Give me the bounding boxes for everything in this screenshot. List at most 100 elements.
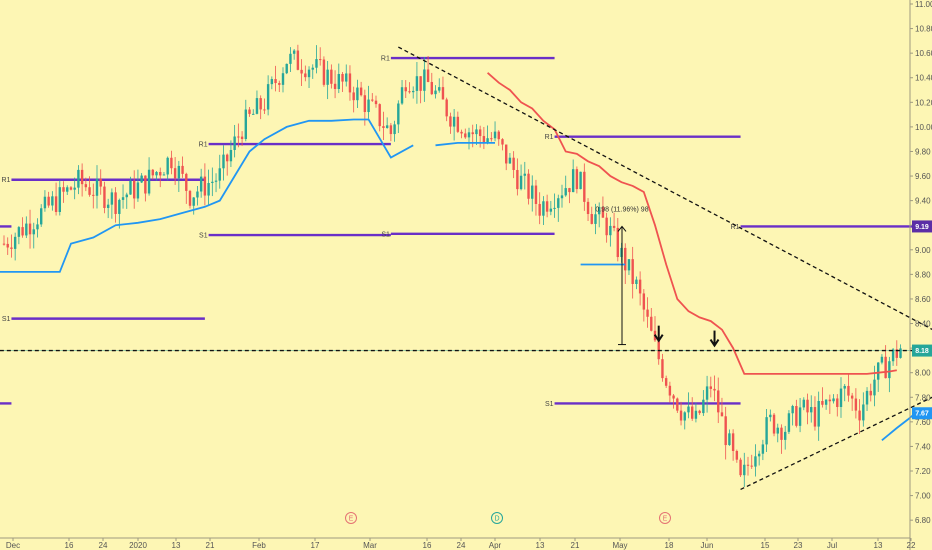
candle-body (739, 459, 742, 476)
candle-body (661, 359, 664, 379)
candle-body (341, 73, 344, 82)
candle-body (404, 87, 407, 92)
candle-body (47, 196, 50, 206)
candle-body (891, 349, 895, 362)
x-tick-label: 2020 (129, 541, 147, 550)
candle-body (501, 139, 504, 145)
candle-body (441, 87, 445, 100)
pivot-label: R1 (199, 142, 208, 149)
candle-body (315, 59, 318, 68)
candle-body (560, 195, 564, 199)
candle-body (438, 87, 441, 91)
measure-annotation: 0.98 (11.96%) 98 (595, 206, 649, 346)
candle-body (683, 412, 686, 421)
candle-body (638, 279, 642, 294)
candle-body (419, 76, 422, 91)
y-tick-label: 9.00 (915, 246, 931, 255)
price-badge-label: 9.19 (915, 224, 929, 231)
candle-body (51, 196, 54, 206)
y-tick-label: 10.00 (915, 123, 932, 132)
candle-body (199, 176, 203, 192)
candle-body (858, 410, 861, 421)
candle-body (802, 399, 805, 408)
candle-body (568, 188, 571, 193)
x-tick-label: 13 (172, 541, 181, 550)
pivot-levels: R1 S1 R1 S1 R1 S1 R1 S1 R1 (0, 56, 916, 408)
candle-body (95, 178, 99, 196)
candle-body (769, 414, 772, 418)
candle-body (58, 187, 61, 213)
candle-body (545, 201, 549, 212)
candle-body (497, 131, 500, 140)
candle-body (255, 98, 259, 114)
candle-body (129, 180, 132, 195)
candle-body (40, 208, 43, 225)
x-tick-label: 17 (311, 541, 320, 550)
x-tick-label: Dec (6, 541, 20, 550)
pivot-label: S1 (199, 233, 208, 240)
candle-body (330, 69, 333, 84)
candle-body (17, 227, 21, 237)
candle-body (203, 176, 207, 196)
candle-body (155, 171, 158, 176)
candle-body (43, 196, 47, 209)
blue-stop-line (0, 118, 414, 273)
candle-body (493, 131, 497, 139)
candle-body (772, 414, 776, 434)
candle-body (527, 173, 530, 199)
y-tick-label: 6.80 (915, 516, 931, 525)
candle-body (850, 395, 854, 399)
candle-body (319, 59, 322, 61)
candle-body (516, 169, 519, 190)
candle-body (233, 136, 236, 150)
candle-body (571, 169, 575, 193)
candle-body (798, 407, 802, 426)
candle-body (99, 178, 102, 187)
candle-body (627, 259, 631, 271)
candle-body (676, 398, 679, 411)
candle-body (434, 90, 437, 95)
candle-body (385, 125, 389, 128)
candle-body (888, 361, 891, 379)
candle-body (266, 84, 270, 110)
candle-body (787, 413, 791, 432)
candle-body (240, 136, 244, 140)
candle-body (181, 165, 184, 174)
x-axis[interactable]: Dec 16 24 2020 13 21 Feb 17 Mar 16 24 Apr 13 21 May 18 J… (0, 537, 916, 550)
candle-body (2, 243, 6, 245)
candle-body (389, 125, 393, 135)
candle-body (780, 427, 783, 440)
candle-body (784, 431, 787, 440)
x-tick-label: Jul (827, 541, 837, 550)
x-tick-label: Apr (489, 541, 502, 550)
candle-body (25, 223, 28, 236)
candle-body (720, 412, 724, 417)
candle-body (400, 87, 404, 104)
candle-body (348, 73, 352, 93)
candle-body (136, 182, 140, 199)
candle-body (270, 79, 274, 85)
candle-body (757, 453, 761, 457)
x-tick-label: Mar (363, 541, 377, 550)
y-tick-label: 7.40 (915, 442, 931, 451)
y-axis[interactable]: 11.00 10.80 10.60 10.40 10.20 10.00 9.80 9.60 9.… (909, 0, 932, 550)
candle-body (549, 208, 553, 212)
blue-stop-line (881, 412, 916, 441)
candle-body (642, 293, 646, 310)
trendlines (0, 46, 932, 491)
candle-body (832, 398, 835, 402)
candle-body (214, 180, 218, 182)
candle-body (397, 103, 400, 125)
candle-body (821, 400, 824, 405)
candle-body (631, 259, 634, 284)
candle-body (612, 225, 616, 228)
candle-body (698, 410, 701, 414)
candle-body (490, 138, 493, 140)
candle-body (393, 124, 396, 135)
candle-body (713, 388, 716, 391)
candle-body (263, 109, 266, 111)
x-tick-label: 24 (99, 541, 108, 550)
y-tick-label: 11.00 (915, 0, 932, 9)
candle-body (460, 131, 463, 134)
